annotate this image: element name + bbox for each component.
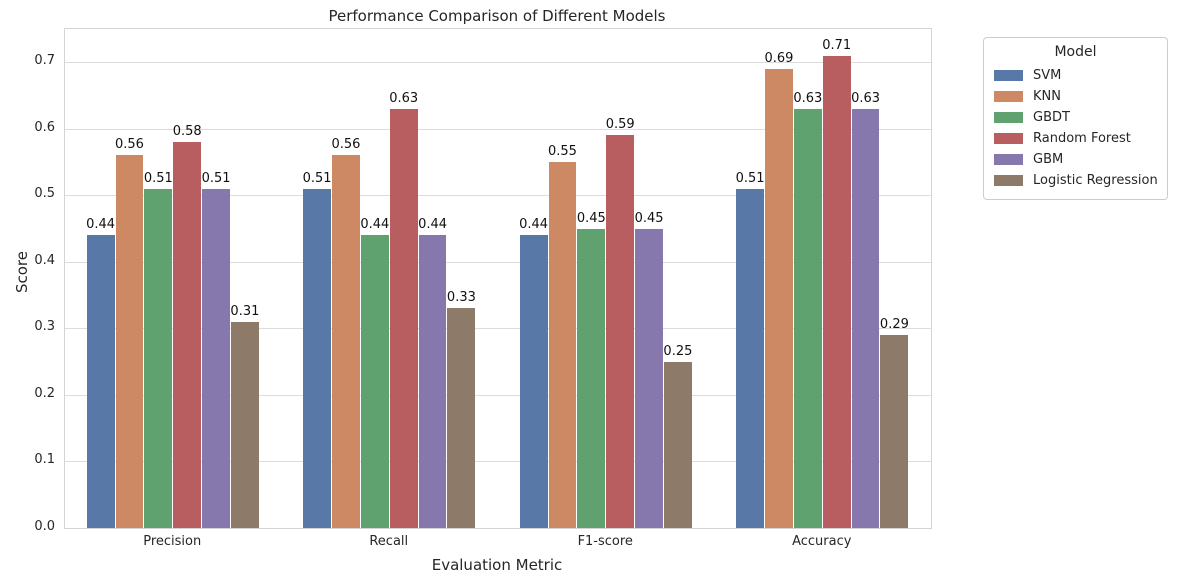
- bar-random-forest: [606, 135, 635, 528]
- legend-swatch: [994, 70, 1023, 81]
- bar-random-forest: [822, 55, 851, 528]
- bar-logistic-regression: [663, 361, 692, 528]
- bar-svm: [86, 235, 115, 528]
- bar-value-label: 0.71: [822, 37, 852, 53]
- bar-value-label: 0.69: [764, 50, 794, 66]
- x-tick-label: Recall: [369, 534, 409, 549]
- bar-knn: [115, 155, 144, 528]
- y-tick-label: 0.2: [34, 385, 55, 401]
- legend-entry: KNN: [994, 86, 1157, 107]
- bar-random-forest: [389, 108, 418, 528]
- bar-value-label: 0.44: [86, 217, 116, 233]
- bar-gbdt: [360, 235, 389, 528]
- legend-entry-label: KNN: [1033, 89, 1061, 104]
- bar-value-label: 0.63: [851, 90, 881, 106]
- bar-value-label: 0.31: [230, 303, 260, 319]
- legend-entries: SVM KNN GBDT Random Forest GBM Logistic Regre…: [994, 65, 1158, 191]
- legend-entry: Logistic Regression: [994, 170, 1158, 191]
- x-axis-label: Evaluation Metric: [431, 556, 563, 574]
- bar-random-forest: [173, 142, 202, 528]
- gridline: [65, 195, 931, 197]
- bar-value-label: 0.51: [302, 170, 332, 186]
- legend-title: Model: [1054, 44, 1097, 60]
- bar-value-label: 0.56: [331, 137, 361, 153]
- bar-logistic-regression: [230, 321, 259, 528]
- gridline: [65, 261, 931, 263]
- bar-knn: [765, 68, 793, 528]
- gridline: [65, 328, 931, 330]
- bar-knn: [332, 155, 360, 528]
- legend: Model SVM KNN GBDT Random Forest GBM Logistic…: [983, 37, 1168, 200]
- bar-gbm: [418, 235, 447, 528]
- y-axis-label: Score: [13, 251, 31, 294]
- bar-value-label: 0.44: [360, 217, 390, 233]
- gridline: [65, 128, 931, 130]
- gridline: [65, 461, 931, 463]
- bar-value-label: 0.51: [143, 170, 173, 186]
- y-tick-label: 0.6: [34, 119, 55, 135]
- legend-swatch: [994, 175, 1023, 186]
- legend-entry: SVM: [994, 65, 1157, 86]
- bar-value-label: 0.55: [547, 144, 577, 160]
- plot-area: 0.44 0.51 0.44 0.51 0.56 0.56 0.55 0.69 0.51 0.44…: [64, 28, 932, 529]
- legend-entry: GBDT: [994, 107, 1157, 128]
- x-tick-label: F1-score: [577, 534, 633, 549]
- legend-entry: GBM: [994, 149, 1157, 170]
- x-tick-label: Precision: [143, 534, 202, 549]
- bar-value-label: 0.63: [389, 90, 419, 106]
- y-tick-label: 0.1: [34, 452, 55, 468]
- y-tick-label: 0.0: [34, 519, 55, 534]
- bar-gbm: [851, 108, 880, 528]
- legend-swatch: [994, 91, 1023, 102]
- bar-value-label: 0.59: [605, 117, 635, 133]
- bar-value-label: 0.29: [879, 317, 909, 333]
- bar-value-label: 0.51: [735, 170, 765, 186]
- bar-value-label: 0.51: [201, 170, 231, 186]
- bar-gbm: [635, 228, 663, 528]
- gridline: [65, 394, 931, 396]
- legend-entry-label: Random Forest: [1033, 131, 1131, 146]
- bar-logistic-regression: [447, 308, 476, 528]
- chart-title: Performance Comparison of Different Mode…: [328, 7, 666, 25]
- bar-value-label: 0.25: [663, 343, 693, 359]
- bar-gbdt: [144, 188, 173, 528]
- bar-value-label: 0.33: [446, 290, 476, 306]
- legend-entry-label: Logistic Regression: [1033, 173, 1158, 188]
- y-tick-label: 0.5: [34, 186, 55, 202]
- bar-svm: [736, 188, 764, 528]
- y-tick-label: 0.4: [34, 252, 55, 268]
- bar-gbdt: [793, 108, 822, 528]
- bar-knn: [548, 162, 577, 528]
- legend-entry-label: GBDT: [1033, 110, 1070, 125]
- bar-gbm: [202, 188, 230, 528]
- bar-svm: [303, 188, 331, 528]
- bar-value-label: 0.45: [634, 210, 664, 226]
- y-tick-label: 0.3: [34, 319, 55, 335]
- bar-logistic-regression: [880, 335, 909, 528]
- legend-swatch: [994, 133, 1023, 144]
- legend-entry-label: GBM: [1033, 152, 1064, 167]
- bar-gbdt: [577, 228, 606, 528]
- bar-svm: [519, 235, 548, 528]
- bar-value-label: 0.44: [519, 217, 549, 233]
- y-tick-label: 0.7: [34, 53, 55, 69]
- x-tick-label: Accuracy: [792, 534, 852, 549]
- bar-value-label: 0.58: [172, 124, 202, 140]
- legend-entry-label: SVM: [1033, 68, 1062, 83]
- legend-entry: Random Forest: [994, 128, 1157, 149]
- bar-value-label: 0.44: [418, 217, 448, 233]
- legend-swatch: [994, 112, 1023, 123]
- bar-value-label: 0.45: [576, 210, 606, 226]
- bar-value-label: 0.63: [793, 90, 823, 106]
- bar-value-label: 0.56: [114, 137, 144, 153]
- gridline: [65, 62, 931, 64]
- legend-swatch: [994, 154, 1023, 165]
